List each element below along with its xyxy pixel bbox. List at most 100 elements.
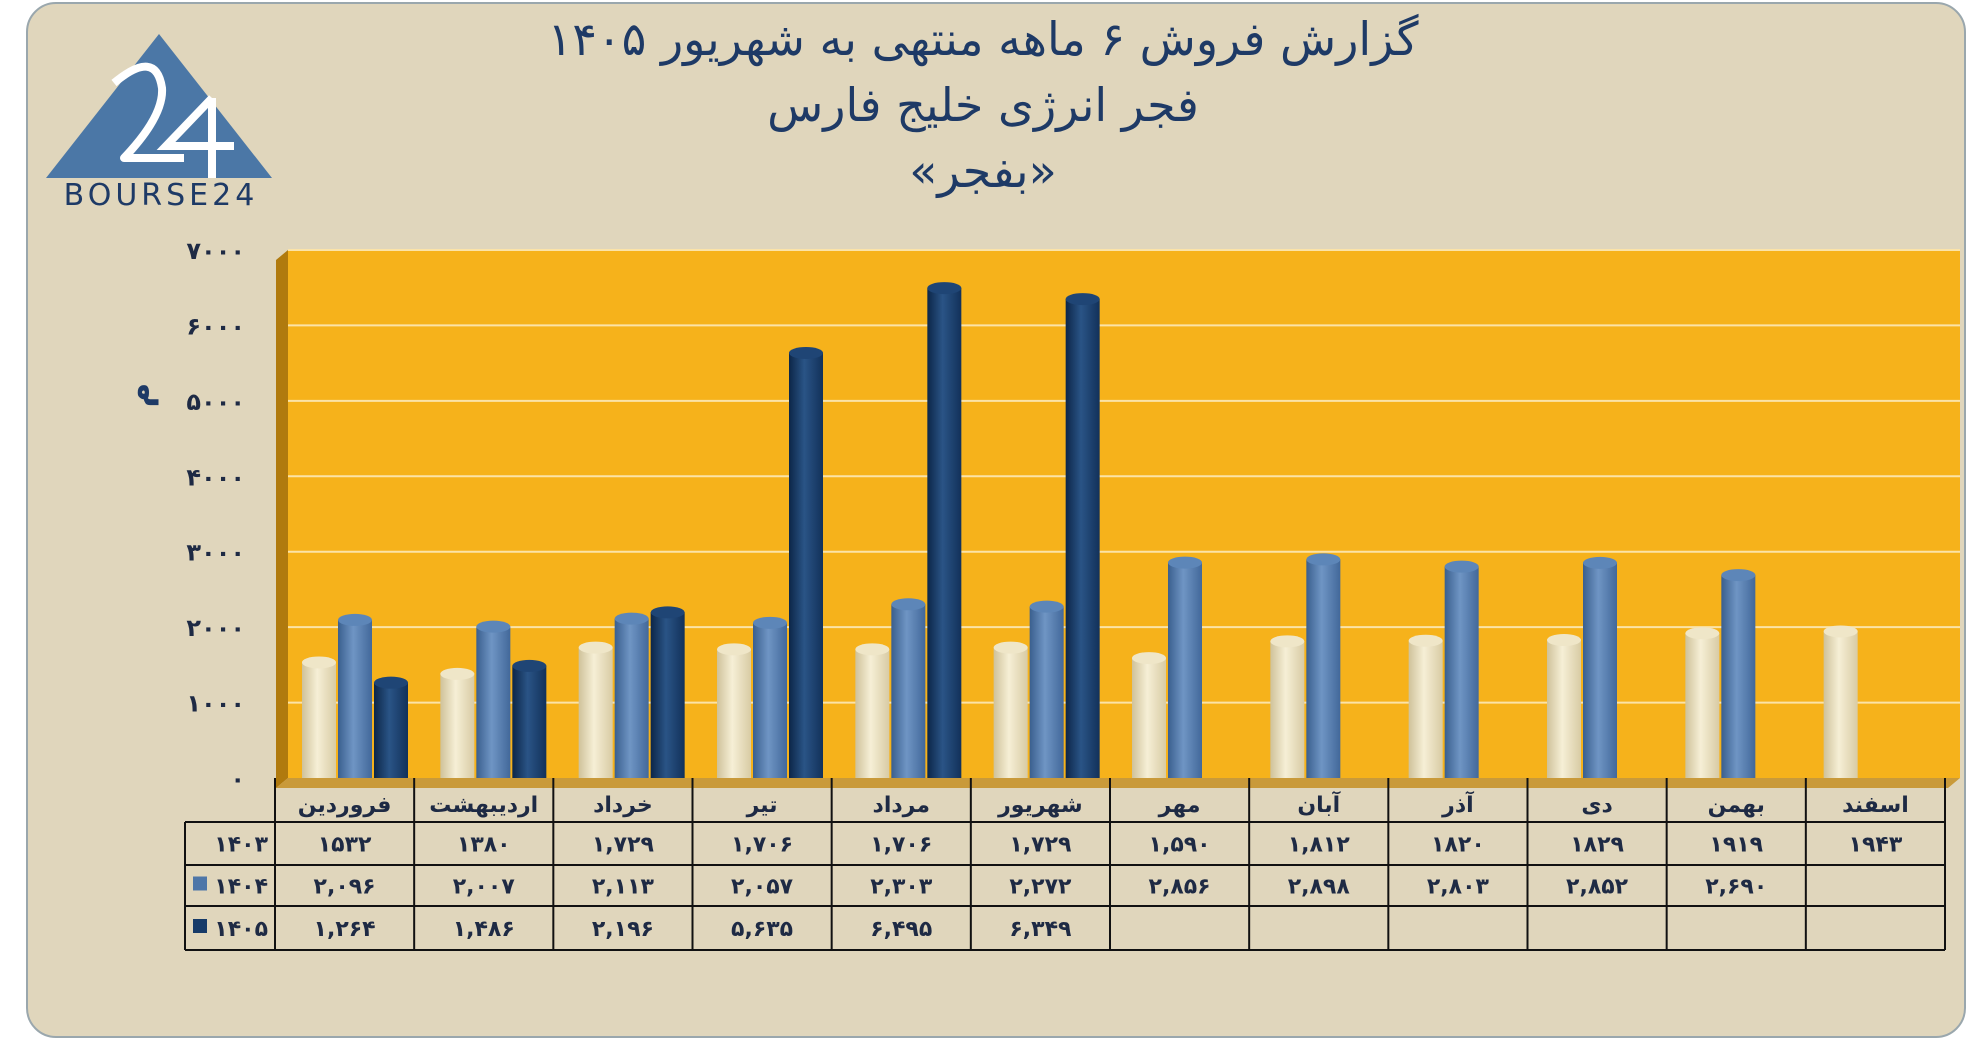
legend-entry: ۱۴۰۴ bbox=[214, 875, 268, 900]
data-label: ۲,۱۱۳ bbox=[592, 875, 655, 900]
bar bbox=[1823, 631, 1858, 778]
category-label: فروردین bbox=[298, 793, 392, 818]
bar bbox=[1444, 566, 1479, 778]
bar bbox=[1132, 658, 1166, 778]
bar-cap bbox=[374, 676, 408, 689]
data-label: ۱۸۲۹ bbox=[1570, 833, 1624, 858]
plot-area bbox=[288, 250, 1960, 778]
data-label: ۲,۸۹۸ bbox=[1288, 875, 1351, 900]
bar bbox=[302, 662, 336, 778]
data-label: ۲,۸۰۳ bbox=[1427, 875, 1490, 900]
bar bbox=[1270, 641, 1305, 778]
data-label: ۱,۲۶۴ bbox=[314, 917, 376, 942]
data-label: ۲,۰۵۷ bbox=[731, 875, 794, 900]
bar-cap bbox=[927, 282, 962, 295]
bar bbox=[476, 626, 511, 778]
data-label: ۲,۰۰۷ bbox=[453, 875, 516, 900]
data-label: ۲,۱۹۶ bbox=[592, 917, 654, 942]
y-axis-label: م bbox=[119, 383, 159, 408]
data-label: ۱,۵۹۰ bbox=[1149, 833, 1211, 858]
data-label: ۶,۴۹۵ bbox=[870, 917, 932, 942]
data-label: ۲,۸۵۲ bbox=[1566, 875, 1629, 900]
bar-cap bbox=[1444, 560, 1479, 573]
data-label: ۱۹۴۳ bbox=[1849, 833, 1903, 858]
bar bbox=[1408, 640, 1443, 778]
bar-cap bbox=[1547, 634, 1581, 647]
data-label: ۱۳۸۰ bbox=[457, 833, 511, 858]
legend-entry: ۱۴۰۵ bbox=[214, 917, 268, 942]
bar-cap bbox=[1685, 627, 1720, 640]
data-label: ۲,۲۷۲ bbox=[1009, 875, 1072, 900]
category-label: اردیبهشت bbox=[429, 793, 538, 818]
y-tick-label: ۱۰۰۰ bbox=[186, 690, 245, 718]
bar bbox=[440, 673, 475, 778]
bar bbox=[338, 619, 372, 778]
data-label: ۲,۶۹۰ bbox=[1705, 875, 1767, 900]
bar-cap bbox=[614, 612, 649, 625]
y-tick-label: ۶۰۰۰ bbox=[186, 312, 245, 340]
bar-cap bbox=[338, 613, 372, 626]
bar bbox=[1547, 640, 1581, 778]
bar-cap bbox=[789, 346, 823, 359]
bar bbox=[1306, 559, 1341, 778]
bar-cap bbox=[1306, 553, 1341, 566]
category-label: مرداد bbox=[873, 793, 930, 818]
bar bbox=[717, 649, 751, 778]
y-tick-label: ۷۰۰۰ bbox=[186, 237, 245, 265]
y-tick-label: ۴۰۰۰ bbox=[186, 463, 245, 491]
category-label: شهریور bbox=[997, 793, 1083, 818]
data-label: ۱۸۲۰ bbox=[1431, 833, 1485, 858]
data-label: ۵,۶۳۵ bbox=[731, 917, 793, 942]
data-label: ۱۹۱۹ bbox=[1709, 833, 1763, 858]
bar-cap bbox=[650, 606, 685, 619]
bar bbox=[1029, 606, 1064, 778]
bar-cap bbox=[302, 656, 336, 669]
bar bbox=[753, 622, 787, 778]
bar bbox=[1721, 575, 1756, 778]
y-tick-label: ۵۰۰۰ bbox=[186, 388, 245, 416]
y-tick-label: ۲۰۰۰ bbox=[186, 614, 245, 642]
data-label: ۲,۸۵۶ bbox=[1149, 875, 1211, 900]
bar bbox=[927, 288, 962, 778]
data-label: ۲,۰۹۶ bbox=[314, 875, 376, 900]
bar bbox=[993, 647, 1028, 778]
data-label: ۱,۸۱۲ bbox=[1288, 833, 1351, 858]
bar-cap bbox=[993, 641, 1028, 654]
bar-cap bbox=[1168, 556, 1202, 569]
bar bbox=[578, 647, 613, 778]
data-label: ۲,۳۰۳ bbox=[870, 875, 933, 900]
bar bbox=[614, 618, 649, 778]
bar-cap bbox=[855, 643, 890, 656]
category-label: تیر bbox=[746, 793, 778, 818]
bar-cap bbox=[1721, 569, 1756, 582]
bar-cap bbox=[1583, 556, 1617, 569]
bar-cap bbox=[1132, 652, 1166, 665]
bar-cap bbox=[717, 643, 751, 656]
bar bbox=[855, 649, 890, 778]
bar-cap bbox=[512, 659, 547, 672]
y-tick-label: ۰ bbox=[230, 765, 245, 793]
bar bbox=[1583, 562, 1617, 778]
bar bbox=[650, 612, 685, 778]
data-label: ۱,۷۰۶ bbox=[731, 833, 793, 858]
category-label: آبان bbox=[1297, 790, 1340, 818]
bar-cap bbox=[1408, 634, 1443, 647]
category-label: دی bbox=[1581, 793, 1612, 818]
category-label: بهمن bbox=[1708, 793, 1765, 818]
data-label: ۱۵۳۲ bbox=[318, 833, 372, 858]
bar bbox=[1685, 633, 1720, 778]
category-label: خرداد bbox=[593, 793, 653, 818]
chart-title: گزارش فروش ۶ ماهه منتهی به شهریور ۱۴۰۵ bbox=[547, 12, 1419, 66]
data-label: ۶,۳۴۹ bbox=[1009, 917, 1071, 942]
bar bbox=[1168, 562, 1202, 778]
plot-floor bbox=[276, 778, 1960, 788]
category-label: مهر bbox=[1158, 793, 1201, 818]
bar-cap bbox=[1823, 625, 1858, 638]
bar-cap bbox=[1029, 600, 1064, 613]
bar-cap bbox=[1270, 635, 1305, 648]
bar bbox=[891, 604, 926, 778]
bar bbox=[789, 352, 823, 778]
bourse24-logo-icon bbox=[46, 34, 272, 178]
plot-side-wall bbox=[276, 250, 288, 788]
